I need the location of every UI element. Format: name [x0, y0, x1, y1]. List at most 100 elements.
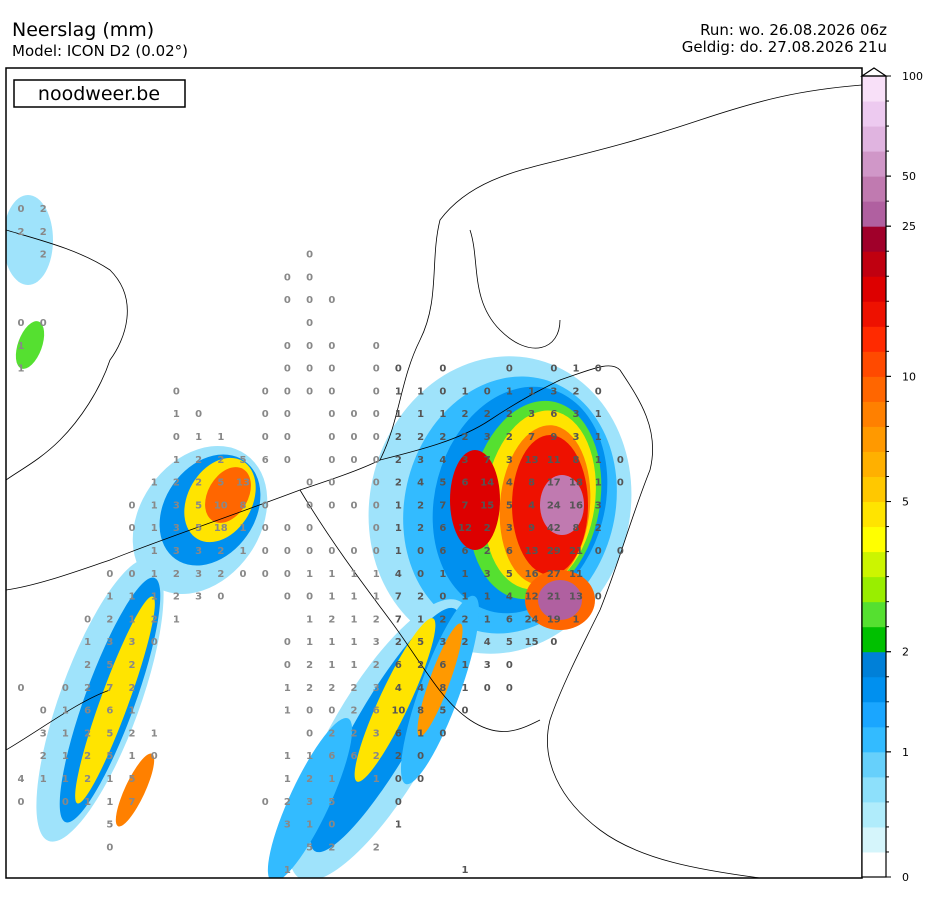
grid-value: 6 — [351, 751, 358, 762]
grid-value: 1 — [18, 341, 25, 352]
grid-value: 1 — [595, 432, 602, 443]
colorbar-segment — [862, 126, 886, 152]
grid-value: 1 — [306, 569, 313, 580]
grid-value: 3 — [40, 728, 47, 739]
grid-value: 1 — [284, 683, 291, 694]
grid-value: 0 — [617, 546, 624, 557]
grid-value: 6 — [550, 409, 557, 420]
grid-value: 0 — [306, 318, 313, 329]
grid-value: 5 — [439, 478, 446, 489]
grid-value: 0 — [284, 637, 291, 648]
grid-value: 0 — [284, 592, 291, 603]
colorbar-segment — [862, 501, 886, 528]
colorbar-segment — [862, 776, 886, 803]
grid-value: 14 — [480, 478, 494, 489]
grid-value: 0 — [306, 250, 313, 261]
grid-value: 0 — [18, 683, 25, 694]
grid-value: 0 — [351, 546, 358, 557]
logo-box — [13, 79, 186, 108]
grid-value: 6 — [439, 546, 446, 557]
grid-value: 1 — [151, 569, 158, 580]
grid-value: 21 — [547, 592, 561, 603]
colorbar-segment — [862, 476, 886, 503]
grid-value: 7 — [129, 797, 136, 808]
grid-value: 0 — [328, 500, 335, 511]
grid-value: 7 — [395, 614, 402, 625]
grid-value: 0 — [373, 341, 380, 352]
grid-value: 4 — [395, 683, 402, 694]
grid-value: 1 — [417, 386, 424, 397]
grid-value: 13 — [236, 478, 250, 489]
grid-value: 1 — [284, 706, 291, 717]
grid-value: 4 — [417, 478, 424, 489]
grid-value: 1 — [62, 706, 69, 717]
grid-value: 0 — [306, 500, 313, 511]
grid-value: 0 — [506, 683, 513, 694]
colorbar-label: 25 — [902, 220, 916, 233]
grid-value: 7 — [106, 683, 113, 694]
grid-value: 0 — [62, 683, 69, 694]
grid-value: 2 — [173, 569, 180, 580]
grid-value: 3 — [439, 637, 446, 648]
colorbar-label: 0 — [902, 871, 909, 884]
grid-value: 0 — [351, 455, 358, 466]
grid-value: 6 — [84, 706, 91, 717]
grid-value: 0 — [328, 546, 335, 557]
grid-value: 5 — [106, 728, 113, 739]
grid-value: 0 — [306, 272, 313, 283]
grid-value: 0 — [373, 364, 380, 375]
grid-value: 7 — [528, 432, 535, 443]
colorbar-arrow — [860, 67, 888, 77]
grid-value: 1 — [328, 592, 335, 603]
grid-value: 5 — [195, 523, 202, 534]
grid-value: 2 — [217, 569, 224, 580]
grid-value: 0 — [306, 386, 313, 397]
grid-value: 2 — [84, 660, 91, 671]
grid-value: 1 — [129, 592, 136, 603]
grid-value: 2 — [484, 523, 491, 534]
grid-value: 2 — [84, 683, 91, 694]
grid-value: 5 — [240, 455, 247, 466]
colorbar-segment — [862, 101, 886, 127]
grid-value: 3 — [195, 569, 202, 580]
grid-value: 2 — [373, 842, 380, 853]
grid-value: 0 — [439, 364, 446, 375]
grid-value: 1 — [528, 386, 535, 397]
grid-value: 0 — [373, 455, 380, 466]
grid-value: 1 — [573, 364, 580, 375]
grid-value: 5 — [439, 706, 446, 717]
grid-value: 6 — [328, 751, 335, 762]
colorbar-segment — [862, 376, 886, 402]
grid-value: 2 — [506, 409, 513, 420]
colorbar-segment — [862, 801, 886, 828]
colorbar-segment — [862, 651, 886, 678]
grid-value: 12 — [458, 523, 472, 534]
grid-value: 1 — [151, 500, 158, 511]
grid-value: 2 — [439, 614, 446, 625]
grid-values: 0 22 22 00 00 0 00 0 01 0 0 0 01 0 0 0 0 0 0 0 0 1 00 0 0 0 0 0 1 1 0 1… — [18, 204, 624, 876]
grid-value: 2 — [328, 614, 335, 625]
grid-value: 4 — [528, 500, 535, 511]
grid-value: 4 — [506, 478, 513, 489]
grid-value: 1 — [62, 751, 69, 762]
grid-value: 0 — [373, 409, 380, 420]
grid-value: 1 — [351, 614, 358, 625]
grid-value: 10 — [391, 706, 405, 717]
grid-value: 3 — [595, 500, 602, 511]
grid-value: 13 — [569, 592, 583, 603]
grid-value: 2 — [439, 432, 446, 443]
grid-value: 0 — [328, 455, 335, 466]
grid-value: 0 — [129, 500, 136, 511]
grid-value: 0 — [40, 706, 47, 717]
grid-value: 4 — [417, 683, 424, 694]
colorbar-label: 1 — [902, 746, 909, 759]
grid-value: 2 — [417, 500, 424, 511]
grid-value: 5 — [506, 569, 513, 580]
grid-value: 0 — [328, 432, 335, 443]
grid-value: 0 — [306, 478, 313, 489]
title: Neerslag (mm) — [12, 19, 154, 41]
grid-value: 1 — [306, 751, 313, 762]
grid-value: 2 — [306, 660, 313, 671]
grid-value: 1 — [151, 523, 158, 534]
grid-value: 6 — [395, 728, 402, 739]
